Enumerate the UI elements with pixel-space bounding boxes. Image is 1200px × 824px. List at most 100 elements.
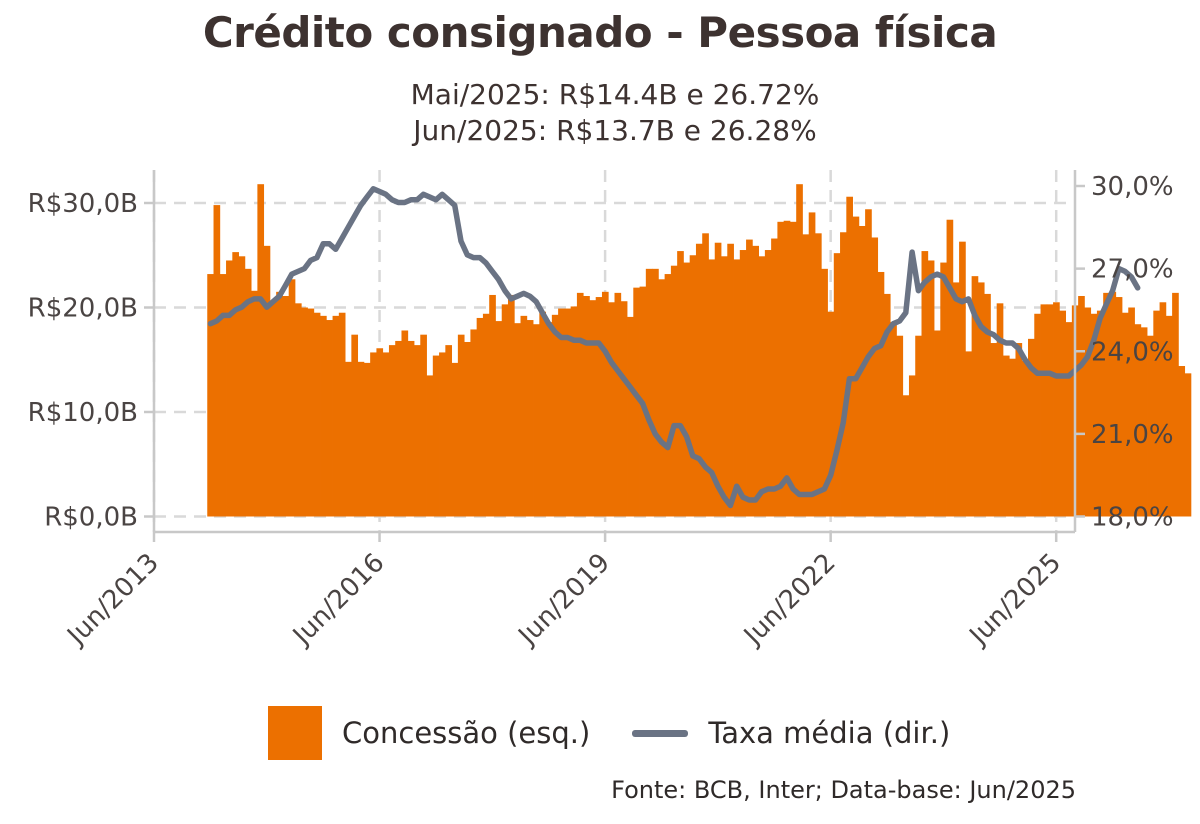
bar [294, 303, 302, 517]
bar [1140, 327, 1148, 517]
bar [1034, 313, 1041, 517]
bar [445, 345, 453, 517]
bar [852, 216, 860, 517]
bar [758, 256, 766, 517]
bar [1078, 296, 1085, 517]
bar [345, 361, 352, 517]
bar [796, 184, 803, 517]
bar [307, 308, 315, 517]
bar [401, 330, 409, 517]
bar [808, 212, 816, 517]
bar [1090, 313, 1098, 517]
y-right-tick-label: 30,0% [1091, 172, 1174, 202]
bar [984, 293, 991, 517]
bar [232, 252, 239, 517]
bar [489, 294, 496, 517]
bar [439, 352, 446, 517]
bar [645, 268, 653, 517]
bar [407, 340, 415, 517]
bar [414, 345, 421, 517]
bar [376, 348, 384, 517]
chart-subtitle-line-2: Jun/2025: R$13.7B e 26.28% [413, 114, 817, 147]
bar [620, 301, 628, 517]
bar [965, 351, 973, 517]
bar [338, 312, 346, 517]
bar [1096, 310, 1104, 517]
bar [664, 274, 672, 517]
bar [382, 352, 390, 517]
bar [1028, 338, 1035, 517]
bar [883, 293, 891, 517]
bar [276, 291, 283, 517]
bar [840, 232, 847, 517]
bar [877, 271, 885, 517]
bar [1165, 315, 1173, 517]
bar [363, 362, 371, 517]
bar [313, 312, 321, 517]
bar [583, 296, 590, 517]
bar [1134, 324, 1142, 517]
legend-swatch-taxa-media [632, 729, 689, 737]
bar [946, 219, 954, 517]
bar [934, 330, 941, 517]
bar [627, 316, 634, 517]
bar [1009, 358, 1016, 517]
bar [257, 184, 265, 517]
bar [207, 274, 214, 517]
bar [902, 395, 910, 517]
bar [821, 268, 828, 517]
bar [495, 321, 503, 517]
legend-swatch-concessao [268, 706, 322, 760]
bar [1015, 343, 1023, 517]
bar [219, 274, 227, 517]
bar [395, 340, 402, 517]
bar [420, 334, 427, 517]
bar [846, 196, 853, 517]
bar [263, 245, 271, 517]
bar [595, 297, 603, 517]
bar [708, 259, 716, 517]
bar [608, 302, 615, 517]
bar [908, 375, 916, 517]
bar [1103, 292, 1110, 517]
bar [783, 220, 791, 517]
bar [702, 233, 709, 517]
bar [689, 255, 697, 517]
bar [576, 292, 584, 517]
bar [1128, 307, 1135, 517]
bar [1115, 297, 1123, 517]
bar [601, 291, 609, 517]
bar [451, 362, 459, 517]
bar [1065, 322, 1073, 517]
y-right-tick-label: 18,0% [1091, 503, 1174, 533]
chart-title: Crédito consignado - Pessoa física [202, 8, 998, 57]
bar [739, 250, 747, 517]
bar [714, 242, 722, 517]
bar [269, 301, 277, 517]
bar [457, 334, 465, 517]
bar [746, 239, 753, 517]
bar [1059, 310, 1067, 517]
bar [927, 260, 935, 517]
bar [507, 294, 515, 517]
bar [1147, 335, 1154, 517]
line-series-taxa-media [207, 186, 1141, 509]
bar [865, 209, 872, 517]
bar [977, 282, 985, 517]
bar [1109, 291, 1117, 517]
bar [301, 307, 308, 517]
bar [752, 245, 760, 517]
bar [1053, 302, 1060, 517]
bar [332, 315, 340, 517]
y-left-tick-label: R$30,0B [28, 189, 138, 219]
y-left-tick-label: R$20,0B [28, 294, 138, 324]
bar [1121, 312, 1129, 517]
bar [464, 341, 471, 517]
bar [896, 335, 904, 517]
bar [871, 237, 879, 517]
bar [777, 221, 785, 517]
bar [551, 314, 559, 517]
bar [695, 243, 703, 517]
bar [890, 322, 897, 517]
